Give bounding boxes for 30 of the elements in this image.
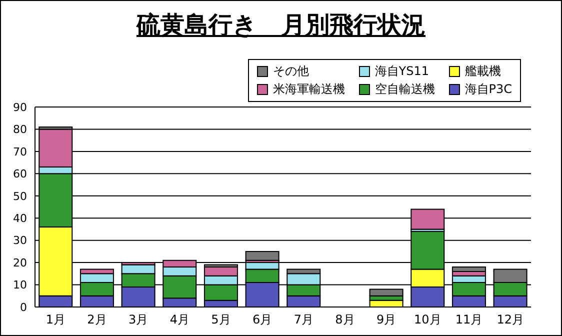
x-tick-label: 2月	[87, 312, 107, 327]
chart-title: 硫黄島行き 月別飛行状況	[135, 10, 426, 41]
x-tick-label: 9月	[376, 312, 396, 327]
y-tick-label: 40	[13, 212, 27, 226]
x-tick-label: 11月	[455, 312, 483, 327]
x-tick-label: 6月	[252, 312, 272, 327]
y-tick-label: 0	[20, 300, 27, 314]
y-tick-label: 70	[13, 145, 27, 158]
x-tick-label: 5月	[211, 312, 231, 327]
y-tick-label: 10	[13, 278, 27, 292]
x-tick-label: 4月	[170, 312, 190, 327]
x-tick-label: 1月	[46, 312, 66, 327]
x-tick-label: 3月	[128, 312, 148, 327]
x-tick-label: 10月	[414, 312, 442, 327]
x-tick-label: 8月	[335, 312, 355, 327]
y-tick-label: 30	[13, 234, 27, 248]
y-tick-label: 90	[13, 100, 27, 114]
legend-label: 米海軍輸送機	[272, 81, 345, 98]
bar	[245, 250, 280, 261]
legend-label: 海自P3C	[464, 81, 512, 98]
y-tick-label: 50	[13, 190, 27, 203]
y-tick-label: 20	[13, 256, 27, 270]
x-tick-label: 12月	[496, 312, 524, 327]
y-tick-label: 80	[13, 123, 27, 136]
legend-label: 艦載機	[464, 63, 501, 80]
legend-label: 空自輸送機	[374, 81, 435, 98]
legend-label: 海自YS11	[374, 63, 429, 80]
legend-label: その他	[272, 63, 309, 80]
x-tick-label: 7月	[294, 312, 314, 327]
y-tick-label: 60	[13, 168, 27, 181]
